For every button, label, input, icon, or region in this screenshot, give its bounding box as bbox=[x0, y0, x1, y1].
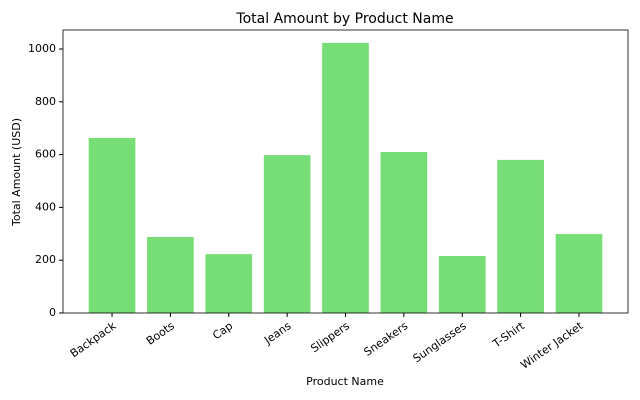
y-tick-label: 400 bbox=[35, 200, 56, 213]
x-tick-label: Sneakers bbox=[362, 319, 411, 359]
bar bbox=[380, 151, 428, 313]
bar bbox=[205, 254, 253, 313]
bar bbox=[497, 159, 544, 313]
y-tick-label: 1000 bbox=[28, 42, 56, 55]
x-axis-label: Product Name bbox=[306, 375, 384, 388]
chart-title: Total Amount by Product Name bbox=[235, 11, 453, 27]
y-tick-label: 600 bbox=[35, 148, 56, 161]
x-tick-label: Winter Jacket bbox=[518, 319, 586, 372]
y-tick-label: 800 bbox=[35, 95, 56, 108]
x-tick-label: T-Shirt bbox=[490, 319, 528, 351]
bar bbox=[555, 234, 603, 313]
x-tick-label: Slippers bbox=[308, 319, 352, 355]
bar bbox=[438, 255, 486, 313]
plot-frame bbox=[62, 29, 629, 314]
x-tick-label: Boots bbox=[144, 319, 177, 348]
x-tick-label: Cap bbox=[210, 319, 235, 342]
x-tick-label: Jeans bbox=[261, 319, 294, 347]
x-tick-label: Sunglasses bbox=[411, 319, 469, 365]
bar bbox=[322, 42, 369, 313]
bar bbox=[147, 236, 194, 313]
y-tick-label: 0 bbox=[49, 306, 56, 319]
x-tick-label: Backpack bbox=[68, 319, 119, 360]
bar bbox=[263, 155, 311, 313]
bar bbox=[88, 137, 136, 313]
y-axis-label: Total Amount (USD) bbox=[10, 118, 23, 227]
y-tick-label: 200 bbox=[35, 253, 56, 266]
